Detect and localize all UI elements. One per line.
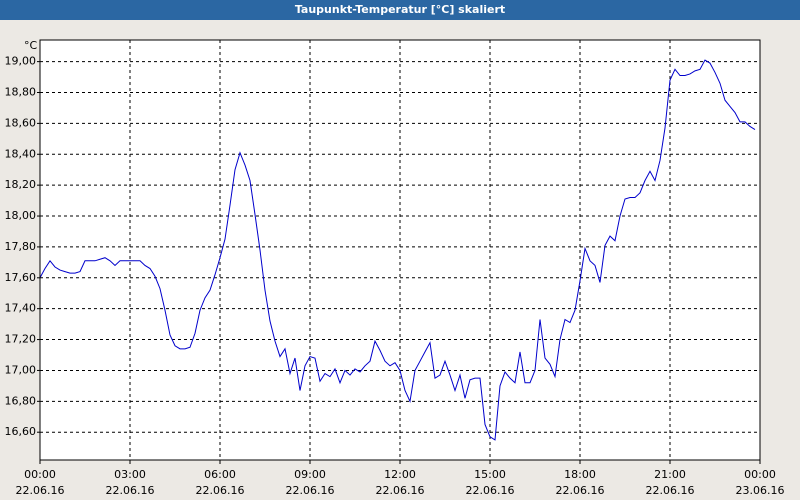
x-tick-label: 21:00 <box>654 468 686 481</box>
x-tick-sublabel: 22.06.16 <box>466 484 515 497</box>
x-tick-sublabel: 22.06.16 <box>196 484 245 497</box>
x-tick-label: 15:00 <box>474 468 506 481</box>
x-tick-label: 09:00 <box>294 468 326 481</box>
y-tick-label: 18,80 <box>5 86 37 99</box>
data-line <box>39 59 756 441</box>
x-tick-sublabel: 22.06.16 <box>286 484 335 497</box>
x-tick-sublabel: 23.06.16 <box>736 484 785 497</box>
y-tick-label: 17,80 <box>5 240 37 253</box>
y-tick-label: 17,40 <box>5 302 37 315</box>
x-tick-sublabel: 22.06.16 <box>16 484 65 497</box>
y-tick-label: 17,60 <box>5 271 37 284</box>
y-tick-label: 18,20 <box>5 178 37 191</box>
y-tick-label: 17,00 <box>5 363 37 376</box>
y-unit: °C <box>24 39 38 52</box>
x-tick-label: 18:00 <box>564 468 596 481</box>
x-tick-sublabel: 22.06.16 <box>106 484 155 497</box>
x-tick-label: 12:00 <box>384 468 416 481</box>
y-tick-label: 17,20 <box>5 333 37 346</box>
x-tick-sublabel: 22.06.16 <box>646 484 695 497</box>
x-tick-label: 00:00 <box>744 468 776 481</box>
title-bar <box>0 0 800 20</box>
y-tick-label: 19,00 <box>5 55 37 68</box>
x-tick-sublabel: 22.06.16 <box>556 484 605 497</box>
x-tick-label: 00:00 <box>24 468 56 481</box>
x-tick-sublabel: 22.06.16 <box>376 484 425 497</box>
y-tick-label: 18,60 <box>5 116 37 129</box>
x-tick-label: 06:00 <box>204 468 236 481</box>
y-tick-label: 18,40 <box>5 147 37 160</box>
y-tick-label: 18,00 <box>5 209 37 222</box>
y-tick-label: 16,60 <box>5 425 37 438</box>
y-tick-label: 16,80 <box>5 394 37 407</box>
chart-title: Taupunkt-Temperatur [°C] skaliert <box>295 3 505 16</box>
x-tick-label: 03:00 <box>114 468 146 481</box>
